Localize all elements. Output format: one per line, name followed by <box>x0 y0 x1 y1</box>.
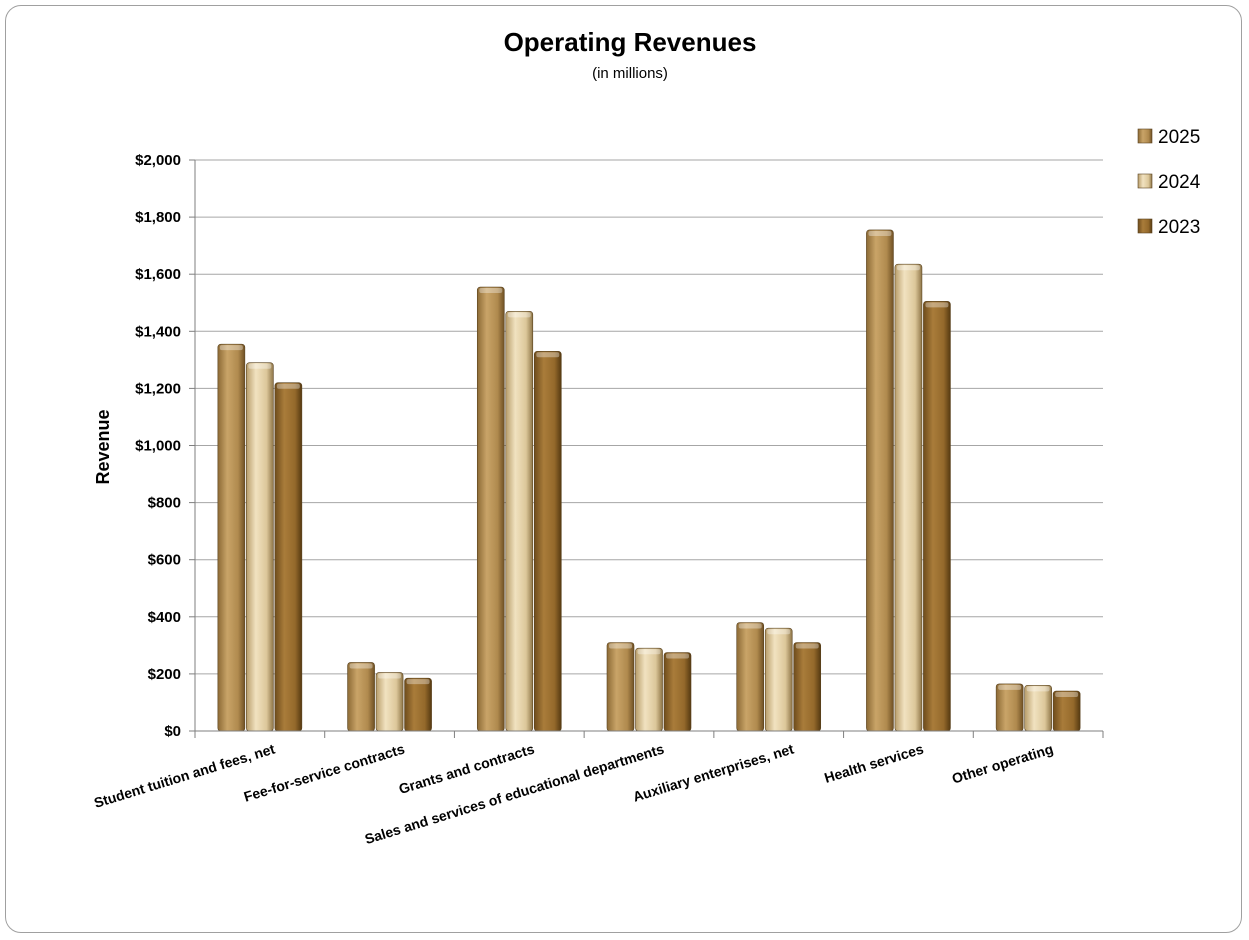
bar-2023 <box>533 350 562 732</box>
legend-swatch <box>1137 173 1153 189</box>
bar-2024 <box>635 647 663 732</box>
x-tick-label: Other operating <box>950 741 1055 787</box>
bar-2023 <box>663 652 692 732</box>
y-tick-label: $200 <box>148 666 181 683</box>
bar-2024 <box>246 362 274 732</box>
bar-highlight <box>767 629 791 635</box>
bar-highlight <box>219 345 243 351</box>
y-tick-label: $2,000 <box>135 152 181 169</box>
x-tick-label: Health services <box>822 741 925 786</box>
bar-highlight <box>998 684 1022 690</box>
y-tick-label: $1,000 <box>135 438 181 455</box>
y-tick-label: $400 <box>148 609 181 626</box>
bar-highlight <box>406 679 430 685</box>
bar-2025 <box>217 343 246 732</box>
bar-highlight <box>738 623 762 629</box>
bar-highlight <box>637 649 661 655</box>
bar-2024 <box>894 263 923 732</box>
bar-2024 <box>375 672 404 732</box>
bar-2025 <box>995 683 1024 732</box>
y-axis-ticks: $0 $200 $400 $600 $800 $1,000 $1,200 $1,400 $1,6… <box>135 152 195 740</box>
chart-title: Operating Revenues <box>504 27 757 57</box>
y-tick-label: $1,400 <box>135 323 181 340</box>
chart-subtitle: (in millions) <box>592 65 668 82</box>
legend-swatch <box>1137 128 1153 144</box>
bar-2023 <box>404 677 432 732</box>
legend-swatch <box>1137 218 1153 234</box>
bar-highlight <box>925 302 949 308</box>
bar-2023 <box>274 382 303 732</box>
bar-highlight <box>1026 686 1050 692</box>
bar-highlight <box>1055 692 1079 698</box>
bar-highlight <box>248 363 272 369</box>
bar-2025 <box>606 642 635 732</box>
bar-highlight <box>276 383 300 389</box>
y-tick-label: $800 <box>148 495 181 512</box>
legend: 2025 2024 2023 <box>1137 127 1201 238</box>
bar-highlight <box>795 643 819 649</box>
bar-highlight <box>666 653 689 659</box>
bar-highlight <box>868 230 892 236</box>
bar-2024 <box>764 627 793 732</box>
bar-2023 <box>923 301 951 732</box>
bar-highlight <box>609 643 632 649</box>
legend-label: 2024 <box>1158 172 1201 193</box>
legend-label: 2025 <box>1158 127 1200 148</box>
bar-highlight <box>536 352 560 358</box>
bar-highlight <box>378 673 402 679</box>
y-axis-label: Revenue <box>93 409 113 484</box>
bar-highlight <box>896 265 920 271</box>
bar-2025 <box>476 286 505 732</box>
bar-highlight <box>479 288 503 294</box>
bar-2024 <box>1024 685 1052 732</box>
bars <box>217 229 1081 732</box>
y-tick-label: $1,800 <box>135 209 181 226</box>
x-axis-ticks: Student tuition and fees, netFee-for-ser… <box>92 740 1055 847</box>
bar-2024 <box>505 311 534 732</box>
legend-label: 2023 <box>1158 217 1200 238</box>
bar-2025 <box>866 229 894 732</box>
gridlines <box>195 159 1103 675</box>
bar-2025 <box>347 662 375 732</box>
bar-highlight <box>349 663 373 669</box>
y-tick-label: $1,600 <box>135 266 181 283</box>
bar-highlight <box>507 312 531 318</box>
y-tick-label: $600 <box>148 552 181 569</box>
y-tick-label: $1,200 <box>135 380 181 397</box>
y-tick-label: $0 <box>164 723 181 740</box>
bar-2023 <box>793 642 822 732</box>
bar-2025 <box>736 622 765 732</box>
x-axis <box>194 160 1104 738</box>
